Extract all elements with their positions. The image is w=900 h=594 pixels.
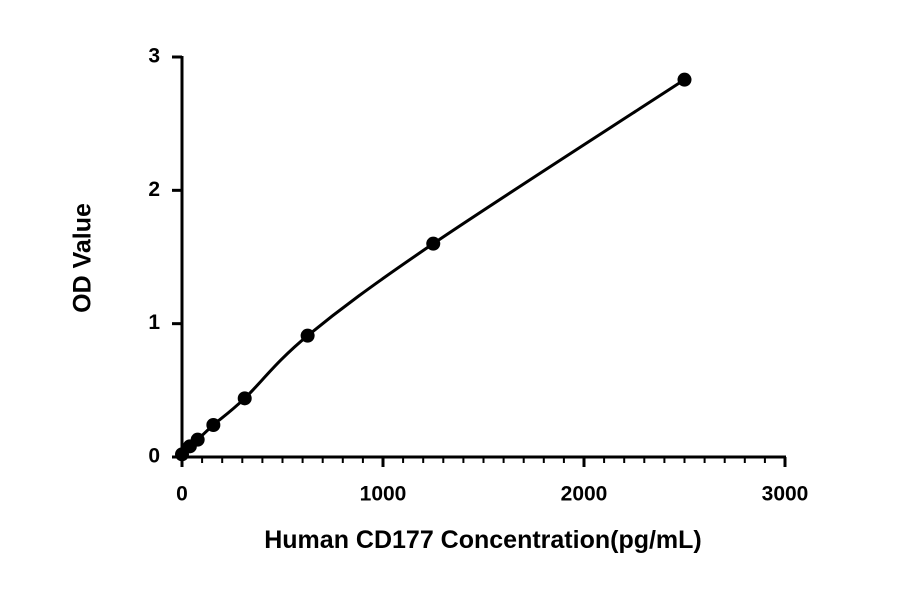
data-point	[237, 391, 252, 406]
data-point	[300, 328, 315, 343]
x-tick-label: 1000	[360, 483, 407, 506]
x-tick-label: 0	[176, 483, 188, 506]
fit-curve	[180, 78, 686, 456]
x-tick-label: 3000	[762, 483, 809, 506]
data-point	[190, 432, 205, 447]
data-point	[206, 418, 221, 432]
data-point	[677, 72, 692, 87]
y-axis-title: OD Value	[69, 203, 97, 313]
y-tick-label: 0	[148, 445, 160, 468]
y-tick-label: 1	[148, 311, 160, 334]
y-tick-label: 3	[148, 45, 160, 68]
x-axis-title: Human CD177 Concentration(pg/mL)	[264, 526, 702, 554]
x-tick-label: 2000	[561, 483, 608, 506]
data-point	[426, 236, 441, 251]
y-tick-label: 2	[148, 178, 160, 201]
